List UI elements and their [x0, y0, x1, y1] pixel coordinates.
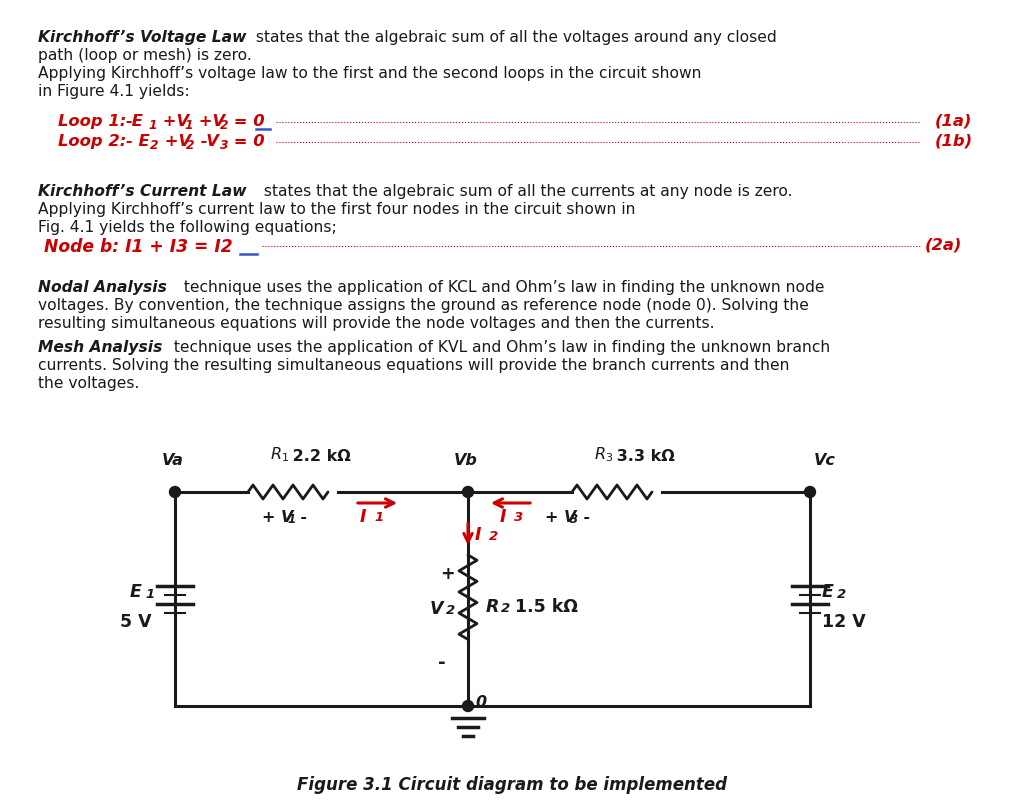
Text: I: I	[475, 526, 481, 544]
Text: 1: 1	[145, 588, 155, 601]
Text: +V: +V	[193, 114, 225, 129]
Text: + V: + V	[262, 510, 293, 525]
Circle shape	[805, 487, 815, 497]
Text: = 0: = 0	[228, 114, 264, 129]
Circle shape	[170, 487, 180, 497]
Text: R: R	[486, 598, 500, 616]
Text: 12 V: 12 V	[822, 613, 865, 631]
Text: E: E	[130, 583, 142, 601]
Text: 3: 3	[570, 513, 579, 526]
Text: (1b): (1b)	[935, 134, 973, 149]
Text: Mesh Analysis: Mesh Analysis	[38, 340, 163, 355]
Text: 2: 2	[186, 139, 195, 152]
Text: technique uses the application of KCL and Ohm’s law in finding the unknown node: technique uses the application of KCL an…	[179, 280, 824, 295]
Text: Applying Kirchhoff’s voltage law to the first and the second loops in the circui: Applying Kirchhoff’s voltage law to the …	[38, 66, 701, 81]
Text: 1: 1	[184, 119, 193, 132]
Text: 2: 2	[837, 588, 846, 601]
Text: Vc: Vc	[814, 453, 836, 468]
Text: 1: 1	[374, 511, 383, 524]
Text: $R_3$: $R_3$	[594, 445, 613, 464]
Text: the voltages.: the voltages.	[38, 376, 139, 391]
Text: I: I	[360, 508, 367, 526]
Text: 1: 1	[287, 513, 295, 526]
Text: - E: - E	[126, 134, 150, 149]
Text: 5 V: 5 V	[120, 613, 152, 631]
Text: -: -	[438, 653, 445, 672]
Text: path (loop or mesh) is zero.: path (loop or mesh) is zero.	[38, 48, 252, 63]
Text: 3: 3	[514, 511, 523, 524]
Text: 2.2 kΩ: 2.2 kΩ	[287, 449, 351, 464]
Text: states that the algebraic sum of all the currents at any node is zero.: states that the algebraic sum of all the…	[259, 184, 793, 199]
Text: 1: 1	[148, 119, 157, 132]
Text: in Figure 4.1 yields:: in Figure 4.1 yields:	[38, 84, 189, 99]
Text: (2a): (2a)	[925, 238, 963, 253]
Text: Figure 3.1 Circuit diagram to be implemented: Figure 3.1 Circuit diagram to be impleme…	[297, 776, 727, 794]
Text: + V: + V	[545, 510, 577, 525]
Text: 3.3 kΩ: 3.3 kΩ	[611, 449, 675, 464]
Text: $R_1$: $R_1$	[270, 445, 289, 464]
Circle shape	[463, 487, 473, 497]
Circle shape	[463, 700, 473, 712]
Text: states that the algebraic sum of all the voltages around any closed: states that the algebraic sum of all the…	[251, 30, 777, 45]
Text: Vb: Vb	[454, 453, 478, 468]
Text: Loop 2:: Loop 2:	[58, 134, 132, 149]
Text: -E: -E	[126, 114, 144, 129]
Text: voltages. By convention, the technique assigns the ground as reference node (nod: voltages. By convention, the technique a…	[38, 298, 809, 313]
Text: 2: 2	[501, 602, 510, 615]
Text: 2: 2	[220, 119, 228, 132]
Text: Kirchhoff’s Current Law: Kirchhoff’s Current Law	[38, 184, 247, 199]
Text: 2: 2	[489, 530, 499, 543]
Text: Node b: I1 + I3 = I2: Node b: I1 + I3 = I2	[44, 238, 232, 256]
Text: 1.5 kΩ: 1.5 kΩ	[509, 598, 578, 616]
Text: technique uses the application of KVL and Ohm’s law in finding the unknown branc: technique uses the application of KVL an…	[169, 340, 830, 355]
Text: 2: 2	[150, 139, 159, 152]
Text: I: I	[500, 508, 507, 526]
Text: Kirchhoff’s Voltage Law: Kirchhoff’s Voltage Law	[38, 30, 247, 45]
Text: -V: -V	[195, 134, 219, 149]
Text: V: V	[430, 600, 443, 618]
Text: -: -	[295, 510, 307, 525]
Text: Fig. 4.1 yields the following equations;: Fig. 4.1 yields the following equations;	[38, 220, 337, 235]
Text: Applying Kirchhoff’s current law to the first four nodes in the circuit shown in: Applying Kirchhoff’s current law to the …	[38, 202, 636, 217]
Text: 2: 2	[446, 604, 456, 617]
Text: (1a): (1a)	[935, 114, 973, 129]
Text: -: -	[578, 510, 590, 525]
Text: resulting simultaneous equations will provide the node voltages and then the cur: resulting simultaneous equations will pr…	[38, 316, 715, 331]
Text: Loop 1:: Loop 1:	[58, 114, 132, 129]
Text: 0: 0	[475, 695, 486, 710]
Text: E: E	[822, 583, 834, 601]
Text: 3: 3	[220, 139, 228, 152]
Text: +: +	[440, 565, 455, 583]
Text: Nodal Analysis: Nodal Analysis	[38, 280, 167, 295]
Text: +V: +V	[159, 134, 191, 149]
Text: = 0: = 0	[228, 134, 264, 149]
Text: +V: +V	[157, 114, 189, 129]
Text: currents. Solving the resulting simultaneous equations will provide the branch c: currents. Solving the resulting simultan…	[38, 358, 790, 373]
Text: Va: Va	[162, 453, 184, 468]
